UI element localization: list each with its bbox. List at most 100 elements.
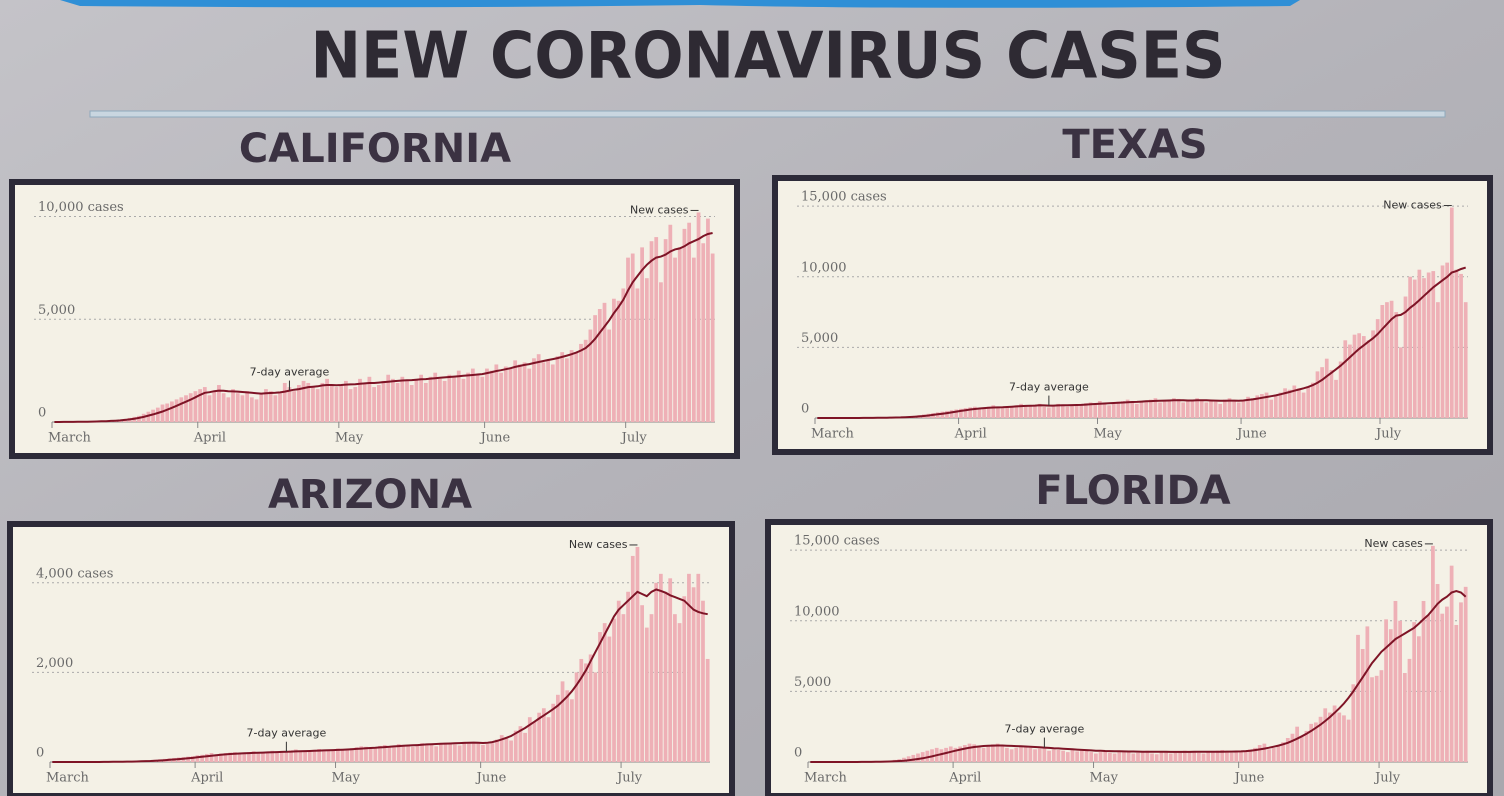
bar [944, 747, 948, 762]
bar [1042, 406, 1047, 418]
bar [668, 224, 673, 422]
bar [612, 618, 616, 762]
bar [503, 366, 508, 422]
chart: TEXAS 0 5,000 10,000 15,000 cases March April M… [772, 122, 1493, 455]
bar [490, 743, 495, 762]
bar [226, 397, 231, 422]
bar [1426, 615, 1431, 762]
bar [682, 228, 687, 422]
y-tick-label: 5,000 [794, 675, 831, 690]
bar [329, 385, 334, 422]
bar [311, 387, 315, 422]
bar [362, 382, 367, 422]
bar [972, 744, 977, 762]
bar [278, 393, 282, 422]
x-tick-label: May [1094, 427, 1123, 442]
bar [268, 391, 273, 422]
bar [536, 354, 541, 422]
bar [1445, 606, 1449, 762]
bar [1408, 276, 1412, 418]
annotation: 7-day average [1005, 723, 1085, 736]
bar [1454, 269, 1459, 418]
bar [1297, 388, 1301, 418]
bar [565, 690, 570, 762]
bar [1229, 752, 1234, 762]
bar [1262, 743, 1267, 762]
bar [245, 391, 250, 422]
bar [1301, 392, 1306, 418]
bar [626, 591, 630, 762]
bar [991, 405, 996, 418]
bar [968, 407, 972, 418]
bar [555, 356, 560, 422]
bar [1315, 371, 1320, 418]
bar [560, 352, 565, 422]
bar [687, 573, 691, 762]
bar [546, 717, 551, 762]
bar [456, 370, 461, 422]
bar [423, 382, 428, 422]
bar [1148, 399, 1153, 418]
bar [289, 750, 293, 762]
bar [1417, 269, 1422, 418]
bar [1223, 399, 1227, 418]
bar [1074, 404, 1079, 418]
bar [556, 694, 560, 762]
bar [325, 378, 329, 422]
bar [1306, 386, 1311, 418]
bar [405, 380, 409, 422]
bar [151, 409, 155, 422]
bar [1000, 408, 1005, 418]
bar [1250, 398, 1255, 418]
bar [1449, 207, 1454, 418]
bar [179, 397, 184, 422]
bar [228, 752, 233, 762]
bar [673, 614, 677, 762]
annotation: 7-day average [250, 366, 330, 379]
bar [251, 751, 256, 762]
bar [1352, 334, 1357, 418]
y-tick-label: 10,000 [794, 604, 840, 619]
bar [265, 751, 270, 762]
bar [372, 387, 376, 422]
chart-title: ARIZONA [268, 472, 472, 518]
bar [635, 546, 640, 762]
bar [1292, 385, 1297, 418]
bar [414, 378, 419, 422]
bar [517, 364, 522, 422]
bar [1348, 344, 1352, 418]
bar [954, 409, 959, 418]
bar [1112, 753, 1117, 762]
bar [202, 387, 207, 422]
bar [233, 752, 237, 762]
bar [995, 743, 1000, 762]
x-tick-label: March [804, 771, 848, 786]
bar [1318, 716, 1323, 762]
bar [1360, 649, 1365, 762]
y-tick-label: 0 [801, 402, 809, 417]
bar [1000, 746, 1005, 762]
bar [1276, 745, 1281, 762]
bar [237, 753, 242, 762]
bar [509, 740, 513, 762]
bar [1361, 336, 1366, 418]
bar [1019, 403, 1023, 418]
annotation: New cases [1364, 537, 1423, 550]
bar [1370, 677, 1374, 762]
bar [326, 750, 331, 762]
bar [1278, 392, 1283, 418]
bar [1431, 271, 1436, 418]
bar [687, 222, 692, 422]
bar [467, 742, 471, 762]
bar [471, 743, 476, 762]
bar [522, 362, 527, 422]
bar [1314, 722, 1318, 762]
bar [217, 385, 221, 422]
bar [1389, 300, 1394, 418]
bar [953, 747, 958, 762]
average-line [54, 232, 713, 423]
bar [574, 672, 579, 762]
bar [1449, 565, 1454, 762]
bar [1093, 403, 1098, 418]
bar [284, 752, 289, 762]
